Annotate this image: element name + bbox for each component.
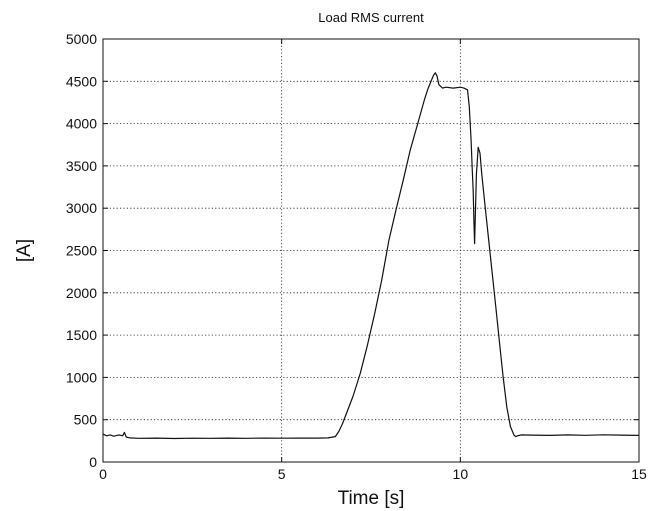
y-tick-label: 4500 [66, 73, 97, 89]
x-tick-label: 10 [453, 466, 469, 482]
y-tick-labels: 0 500 1000 1500 2000 2500 3000 3500 4000 4500 5000 [66, 31, 97, 470]
grid [103, 39, 639, 462]
x-tick-label: 5 [278, 466, 286, 482]
y-tick-label: 1000 [66, 369, 97, 385]
chart-title: Load RMS current [318, 10, 424, 25]
x-tick-label: 0 [99, 466, 107, 482]
y-tick-label: 5000 [66, 31, 97, 47]
x-tick-label: 15 [631, 466, 647, 482]
series-layer [102, 72, 640, 440]
y-tick-label: 1500 [66, 327, 97, 343]
x-axis-label: Time [s] [338, 488, 405, 509]
x-tick-labels: 0 5 10 15 [99, 466, 647, 482]
y-axis-label: [A] [14, 239, 35, 262]
y-tick-label: 2000 [66, 285, 97, 301]
series-line [102, 72, 640, 440]
y-tick-label: 0 [89, 454, 97, 470]
y-tick-label: 3500 [66, 158, 97, 174]
y-tick-label: 500 [74, 412, 98, 428]
axis-ticks [102, 38, 640, 463]
y-tick-label: 3000 [66, 200, 97, 216]
y-tick-label: 2500 [66, 243, 97, 259]
y-tick-label: 4000 [66, 116, 97, 132]
